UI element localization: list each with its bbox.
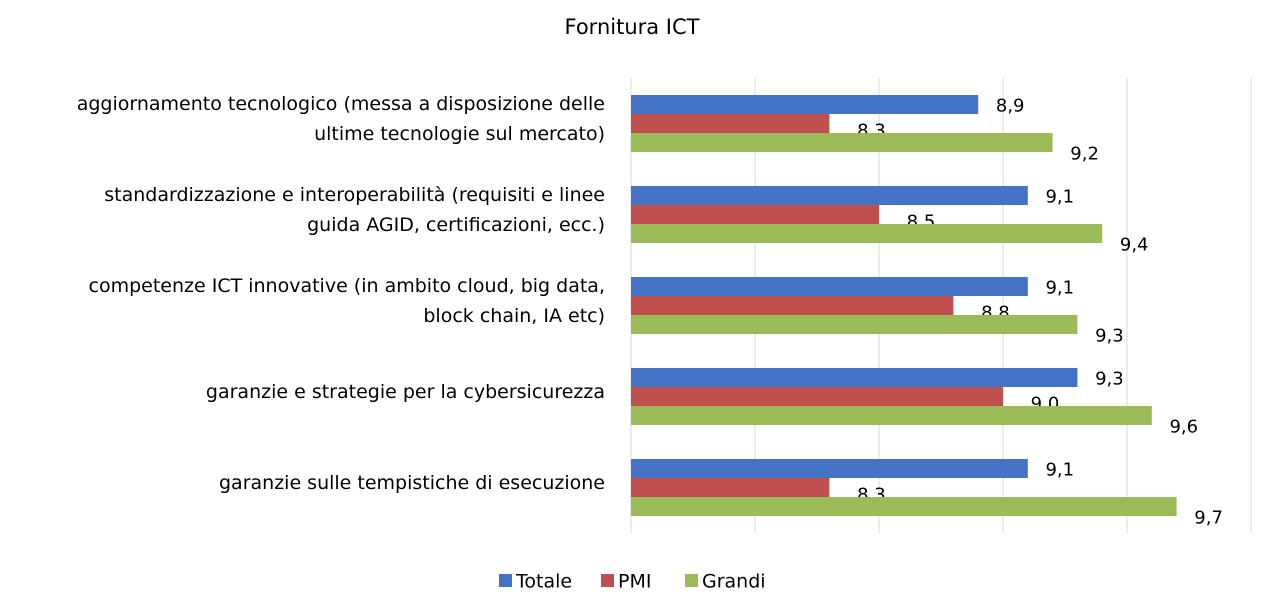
- category-label: guida AGID, certificazioni, ecc.): [307, 214, 605, 236]
- bar: [631, 478, 830, 497]
- bar: [631, 459, 1028, 478]
- value-label: 9,3: [1095, 326, 1124, 347]
- legend-swatch: [499, 574, 512, 587]
- bar: [631, 224, 1103, 243]
- value-label: 9,2: [1070, 144, 1099, 165]
- category-label: ultime tecnologie sul mercato): [314, 123, 605, 145]
- bar: [631, 406, 1152, 425]
- legend-swatch: [685, 574, 698, 587]
- bar: [631, 497, 1177, 516]
- category-label: garanzie sulle tempistiche di esecuzione: [219, 472, 605, 494]
- category-label: competenze ICT innovative (in ambito clo…: [89, 275, 606, 297]
- bar: [631, 368, 1078, 387]
- legend-swatch: [601, 574, 614, 587]
- category-label: garanzie e strategie per la cybersicurez…: [206, 381, 605, 403]
- bar: [631, 186, 1028, 205]
- bar: [631, 315, 1078, 334]
- category-label: standardizzazione e interoperabilità (re…: [104, 184, 605, 206]
- value-label: 9,1: [1045, 278, 1074, 299]
- value-label: 9,1: [1045, 187, 1074, 208]
- bar: [631, 387, 1003, 406]
- bar: [631, 277, 1028, 296]
- legend-label: Totale: [515, 571, 572, 592]
- category-label: aggiornamento tecnologico (messa a dispo…: [77, 93, 605, 115]
- value-label: 9,4: [1120, 235, 1149, 256]
- bar: [631, 133, 1053, 152]
- chart-title: Fornitura ICT: [565, 15, 700, 39]
- bar: [631, 296, 954, 315]
- bar: [631, 95, 979, 114]
- value-label: 8,9: [996, 96, 1025, 117]
- legend-label: Grandi: [702, 571, 766, 592]
- legend-label: PMI: [618, 571, 651, 592]
- category-label: block chain, IA etc): [423, 305, 605, 327]
- value-label: 9,3: [1095, 369, 1124, 390]
- value-label: 9,6: [1169, 417, 1198, 438]
- value-label: 9,7: [1194, 508, 1223, 529]
- bar: [631, 205, 879, 224]
- value-label: 9,1: [1045, 460, 1074, 481]
- bar: [631, 114, 830, 133]
